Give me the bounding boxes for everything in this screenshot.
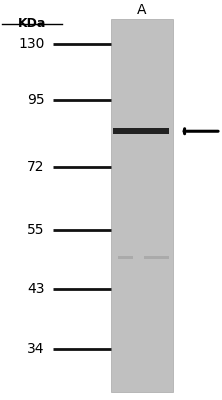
Bar xyxy=(113,128,169,134)
Text: 55: 55 xyxy=(27,223,44,237)
Text: KDa: KDa xyxy=(18,17,46,30)
Bar xyxy=(111,18,173,392)
Bar xyxy=(118,256,133,259)
Bar xyxy=(144,256,169,259)
Text: 95: 95 xyxy=(27,93,44,107)
Text: 72: 72 xyxy=(27,160,44,174)
Text: 43: 43 xyxy=(27,282,44,296)
Text: 130: 130 xyxy=(18,37,44,51)
Text: A: A xyxy=(137,3,147,17)
Text: 34: 34 xyxy=(27,342,44,356)
